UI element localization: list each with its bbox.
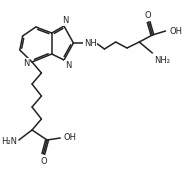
Text: N: N xyxy=(62,16,68,25)
Text: N: N xyxy=(23,58,29,68)
Text: O: O xyxy=(144,11,151,20)
Text: NH₂: NH₂ xyxy=(154,56,170,65)
Text: OH: OH xyxy=(169,26,182,35)
Text: N: N xyxy=(65,61,71,70)
Text: O: O xyxy=(40,157,47,166)
Text: NH: NH xyxy=(84,38,97,48)
Text: H₂N: H₂N xyxy=(1,136,17,145)
Text: OH: OH xyxy=(63,133,76,143)
